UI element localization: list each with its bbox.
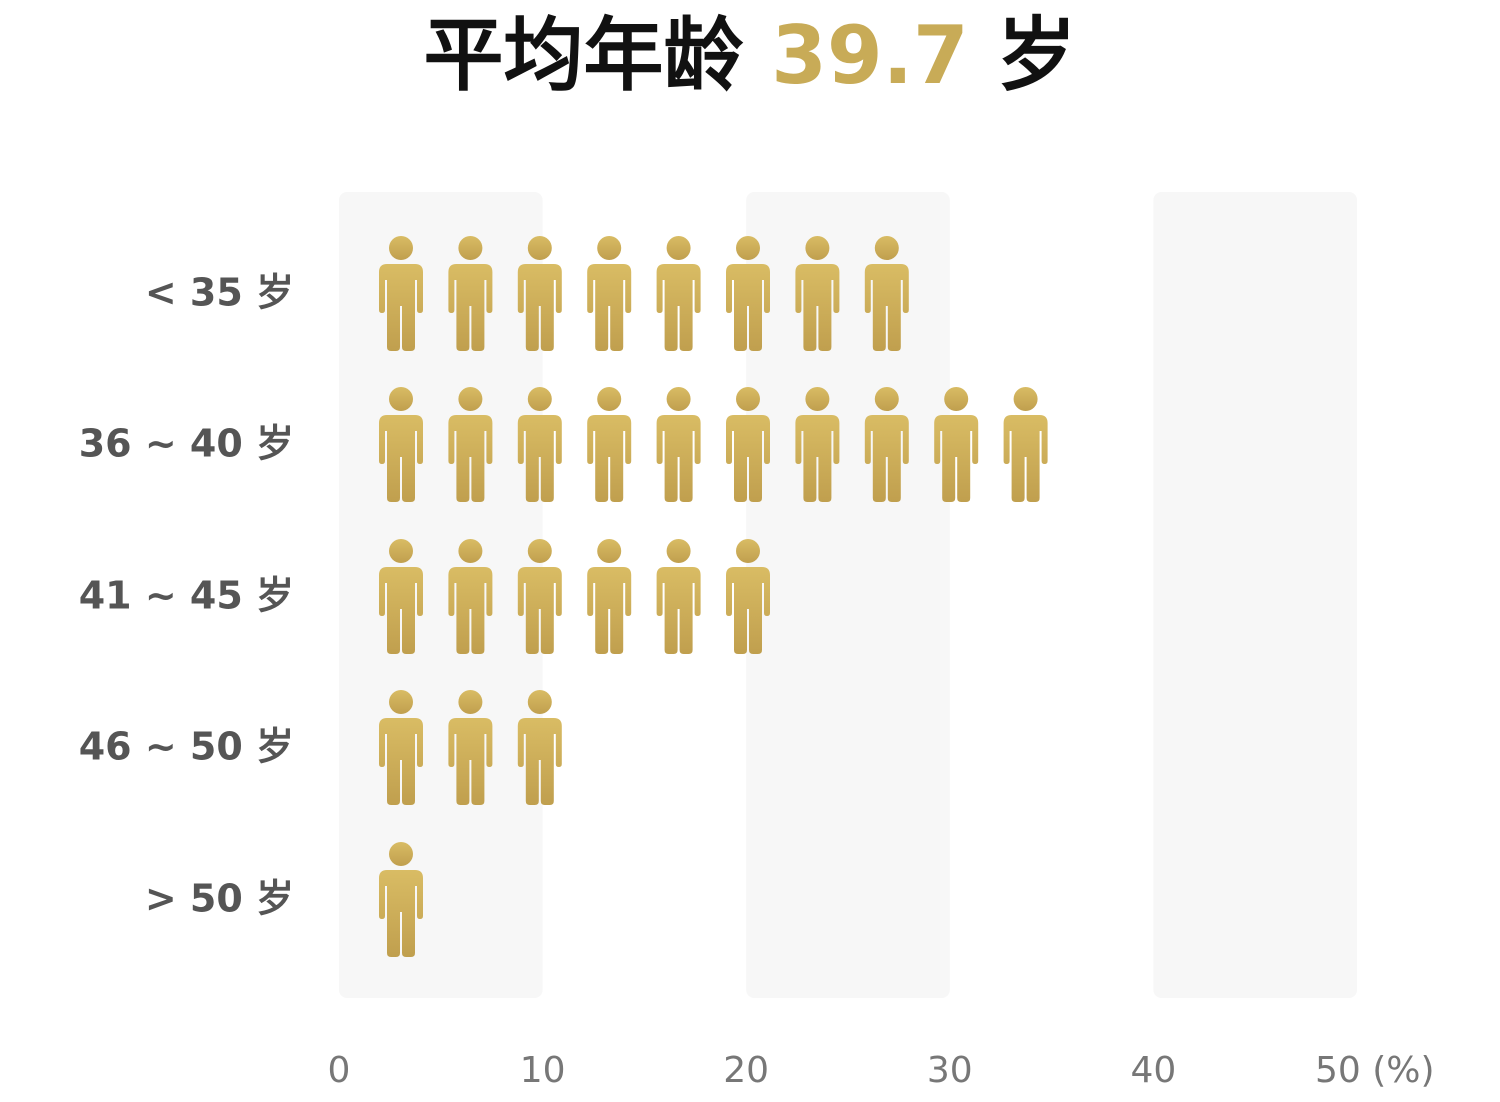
x-tick-label: 50 (%) bbox=[1315, 1050, 1435, 1091]
title-average-value: 39.7 bbox=[771, 9, 969, 102]
chart-title: 平均年龄 39.7 岁 bbox=[0, 8, 1500, 104]
category-label: < 35 岁 bbox=[145, 271, 294, 315]
x-tick-label: 10 bbox=[520, 1050, 566, 1091]
icon-row-1 bbox=[379, 387, 1048, 502]
title-prefix: 平均年龄 bbox=[423, 9, 744, 102]
x-tick-label: 20 bbox=[723, 1050, 769, 1091]
person-icon bbox=[1003, 387, 1048, 502]
category-label: 46 ~ 50 岁 bbox=[79, 725, 294, 769]
shaded-band-0 bbox=[339, 192, 543, 998]
title-suffix: 岁 bbox=[996, 9, 1077, 102]
x-tick-label: 0 bbox=[328, 1050, 351, 1091]
shaded-band-2 bbox=[1153, 192, 1357, 998]
category-label: 41 ~ 45 岁 bbox=[79, 574, 294, 618]
person-icon bbox=[656, 387, 701, 502]
shaded-band-1 bbox=[746, 192, 950, 998]
person-icon bbox=[587, 387, 632, 502]
category-label: > 50 岁 bbox=[145, 877, 294, 921]
person-icon bbox=[587, 236, 632, 351]
person-icon bbox=[656, 236, 701, 351]
x-tick-label: 30 bbox=[927, 1050, 973, 1091]
category-labels: < 35 岁 36 ~ 40 岁 41 ~ 45 岁 46 ~ 50 岁 > 50 岁 bbox=[79, 271, 294, 921]
x-axis-ticks: 0 10 20 30 40 50 (%) bbox=[328, 1050, 1435, 1091]
person-icon bbox=[656, 539, 701, 654]
category-label: 36 ~ 40 岁 bbox=[79, 422, 294, 466]
person-icon bbox=[587, 539, 632, 654]
x-tick-label: 40 bbox=[1130, 1050, 1176, 1091]
